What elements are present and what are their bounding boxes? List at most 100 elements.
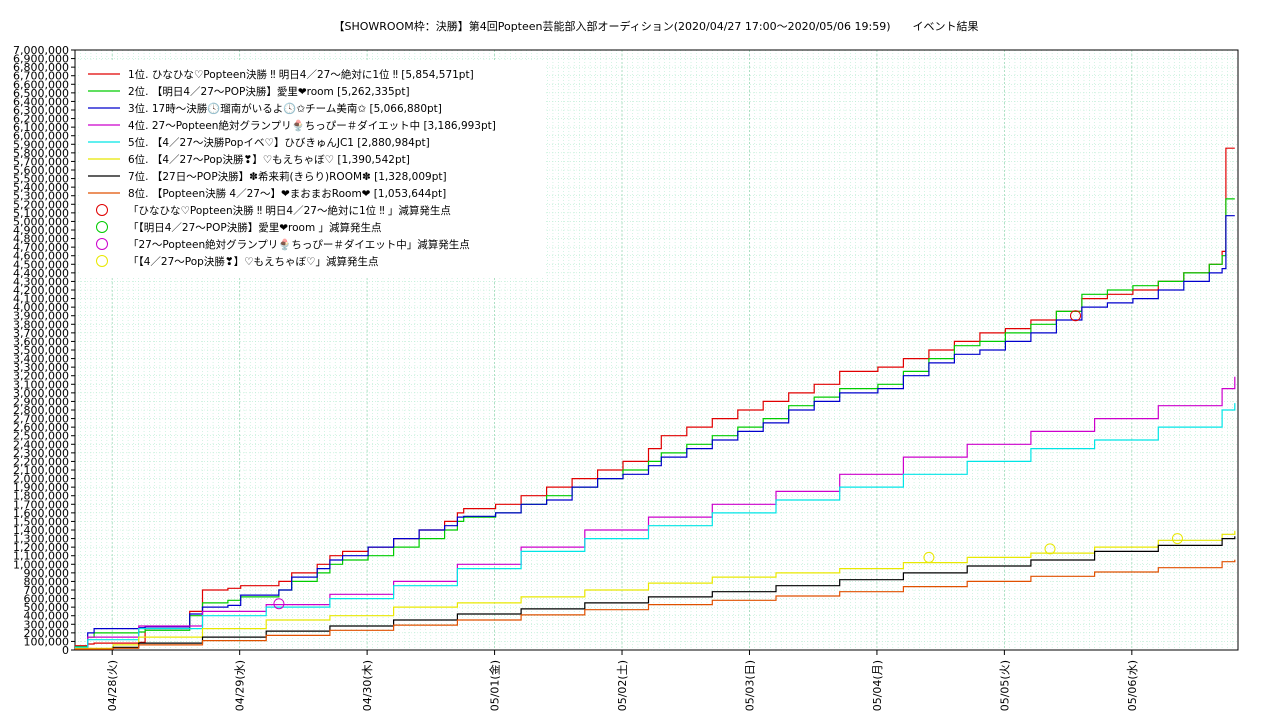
y-tick-label: 400,000 — [24, 610, 70, 623]
axes: 0100,000200,000300,000400,000500,000600,… — [13, 44, 1239, 711]
y-tick-label: 4,100,000 — [13, 293, 69, 306]
y-tick-label: 4,300,000 — [13, 275, 69, 288]
y-tick-label: 200,000 — [24, 627, 70, 640]
legend-circle-swatch — [96, 255, 108, 267]
y-tick-label: 900,000 — [24, 567, 70, 580]
y-tick-label: 5,300,000 — [13, 190, 69, 203]
deduction-marker — [1069, 310, 1081, 322]
y-tick-label: 4,800,000 — [13, 233, 69, 246]
series-lines — [75, 147, 1236, 650]
series-line — [75, 403, 1236, 648]
y-tick-label: 4,600,000 — [13, 250, 69, 263]
y-tick-label: 1,900,000 — [13, 481, 69, 494]
y-tick-label: 6,300,000 — [13, 104, 69, 117]
y-tick-label: 2,800,000 — [13, 404, 69, 417]
plot-frame — [74, 49, 1239, 651]
y-tick-label: 5,100,000 — [13, 207, 69, 220]
y-tick-label: 3,100,000 — [13, 378, 69, 391]
legend-box — [80, 62, 546, 276]
y-tick-label: 6,600,000 — [13, 78, 69, 91]
y-tick-label: 5,500,000 — [13, 173, 69, 186]
y-tick-label: 4,700,000 — [13, 241, 69, 254]
y-tick-label: 1,400,000 — [13, 524, 69, 537]
x-tick-label: 05/05(火) — [998, 660, 1011, 711]
legend-entry: 「ひなひな♡Popteen決勝 ‼ 明日4／27〜絶対に1位 ‼ 」減算発生点 — [128, 204, 451, 217]
series-line — [75, 215, 1235, 648]
y-tick-label: 800,000 — [24, 575, 70, 588]
y-tick-label: 4,200,000 — [13, 284, 69, 297]
y-tick-label: 6,200,000 — [13, 113, 69, 126]
y-tick-label: 2,600,000 — [13, 421, 69, 434]
y-tick-label: 6,100,000 — [13, 121, 69, 134]
y-tick-label: 1,200,000 — [13, 541, 69, 554]
x-tick-label: 05/06(水) — [1126, 660, 1139, 711]
legend-entry: 3位. 17時〜決勝🕓瑠南がいるよ🕓✩チーム美南✩ [5,066,880pt] — [128, 102, 442, 115]
x-tick-label: 04/30(木) — [361, 660, 374, 711]
deduction-marker — [273, 598, 285, 610]
legend-entry: 「【4／27〜Pop決勝❣】♡もえちゃぼ♡」減算発生点 — [128, 255, 378, 268]
y-tick-label: 300,000 — [24, 618, 70, 631]
y-tick-label: 100,000 — [24, 635, 70, 648]
y-tick-label: 1,000,000 — [13, 558, 69, 571]
x-tick-label: 05/01(金) — [488, 660, 502, 711]
deduction-markers — [273, 310, 1183, 610]
legend-entry: 2位. 【明日4／27〜POP決勝】愛里❤room [5,262,335pt] — [128, 85, 410, 98]
x-tick-label: 04/28(火) — [106, 660, 119, 711]
legend-entry: 「【明日4／27〜POP決勝】愛里❤room 」減算発生点 — [128, 221, 382, 234]
y-tick-label: 3,600,000 — [13, 335, 69, 348]
y-tick-label: 2,200,000 — [13, 455, 69, 468]
y-tick-label: 1,600,000 — [13, 507, 69, 520]
legend-entry: 「27〜Popteen絶対グランプリ🍨ちっぴー＃ダイエット中」減算発生点 — [128, 238, 470, 251]
y-tick-label: 5,200,000 — [13, 198, 69, 211]
legend-entry: 4位. 27〜Popteen絶対グランプリ🍨ちっぴー＃ダイエット中 [3,186… — [128, 119, 496, 132]
y-tick-label: 6,500,000 — [13, 87, 69, 100]
x-tick-label: 04/29(水) — [234, 660, 247, 711]
y-tick-label: 2,500,000 — [13, 430, 69, 443]
y-tick-label: 5,000,000 — [13, 215, 69, 228]
y-tick-label: 1,800,000 — [13, 490, 69, 503]
series-line — [75, 198, 1235, 648]
y-tick-label: 3,000,000 — [13, 387, 69, 400]
legend-entry: 5位. 【4／27〜決勝Popイベ♡】ひびきゅんJC1 [2,880,984pt… — [128, 136, 430, 149]
y-tick-label: 2,100,000 — [13, 464, 69, 477]
legend-entry: 7位. 【27日〜POP決勝】✽希来莉(きらり)ROOM✽ [1,328,009… — [128, 170, 447, 183]
series-line — [75, 530, 1236, 649]
x-tick-label: 05/02(土) — [616, 660, 629, 711]
y-tick-label: 5,900,000 — [13, 138, 69, 151]
y-tick-label: 500,000 — [24, 601, 70, 614]
y-tick-label: 4,000,000 — [13, 301, 69, 314]
series-line — [75, 376, 1236, 648]
deduction-marker — [1171, 533, 1183, 545]
series-line — [75, 536, 1236, 650]
y-tick-label: 3,500,000 — [13, 344, 69, 357]
x-tick-label: 05/03(日) — [743, 660, 756, 711]
chart-title: 【SHOWROOM枠：決勝】第4回Popteen芸能部入部オーディション(202… — [333, 19, 978, 33]
y-tick-label: 6,700,000 — [13, 70, 69, 83]
deduction-marker — [923, 551, 935, 563]
y-tick-label: 600,000 — [24, 593, 70, 606]
legend-circle-swatch — [96, 204, 108, 216]
y-tick-label: 5,600,000 — [13, 164, 69, 177]
deduction-marker — [1044, 543, 1056, 555]
y-tick-label: 3,900,000 — [13, 310, 69, 323]
y-tick-label: 6,400,000 — [13, 95, 69, 108]
y-tick-label: 2,400,000 — [13, 438, 69, 451]
y-tick-label: 2,900,000 — [13, 395, 69, 408]
y-tick-label: 1,700,000 — [13, 498, 69, 511]
y-tick-label: 5,800,000 — [13, 147, 69, 160]
x-tick-label: 05/04(月) — [871, 660, 884, 711]
legend-entry: 8位. 【Popteen決勝 4／27〜】❤まおまおRoom❤ [1,053,6… — [128, 187, 446, 200]
legend-circle-swatch — [96, 221, 108, 233]
y-tick-label: 6,000,000 — [13, 130, 69, 143]
y-tick-label: 2,000,000 — [13, 473, 69, 486]
y-tick-label: 0 — [62, 644, 69, 657]
y-tick-label: 3,400,000 — [13, 353, 69, 366]
y-tick-label: 5,700,000 — [13, 155, 69, 168]
y-tick-label: 1,500,000 — [13, 515, 69, 528]
legend: 1位. ひなひな♡Popteen決勝 ‼ 明日4／27〜絶対に1位 ‼ [5,8… — [80, 62, 546, 276]
y-tick-label: 4,900,000 — [13, 224, 69, 237]
y-tick-label: 6,800,000 — [13, 61, 69, 74]
series-line — [75, 559, 1236, 650]
y-tick-label: 4,500,000 — [13, 258, 69, 271]
